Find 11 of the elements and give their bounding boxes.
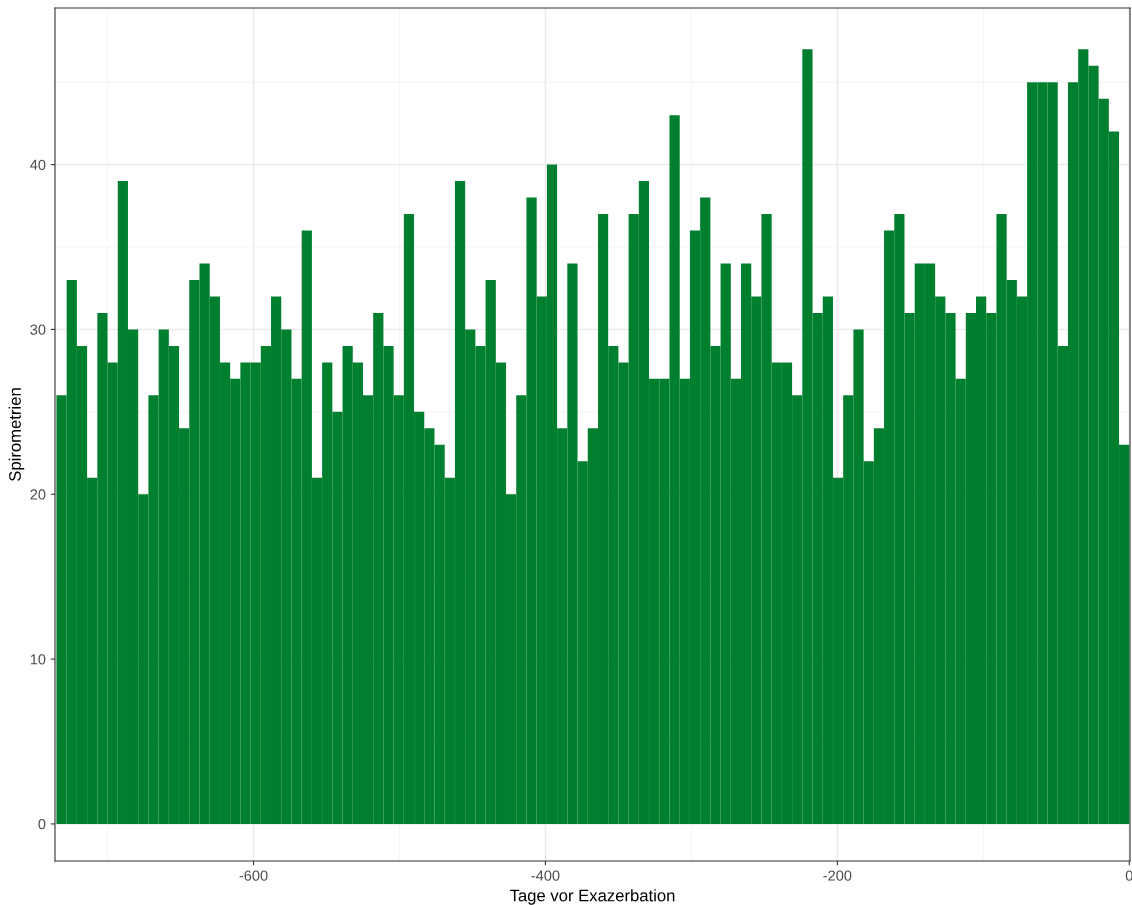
y-axis-title: Spirometrien xyxy=(8,388,25,481)
y-tick-label: 10 xyxy=(30,654,46,665)
x-tick-label: -400 xyxy=(531,870,560,881)
x-axis-title: Tage vor Exazerbation xyxy=(509,889,675,905)
y-tick-label: 20 xyxy=(30,489,46,500)
y-tick-label: 0 xyxy=(38,819,46,830)
x-tick-label: -200 xyxy=(823,870,852,881)
x-tick-label: -600 xyxy=(239,870,268,881)
y-tick-label: 30 xyxy=(30,324,46,335)
y-tick-label: 40 xyxy=(30,159,46,171)
x-tick-label: 0 xyxy=(1125,870,1132,881)
